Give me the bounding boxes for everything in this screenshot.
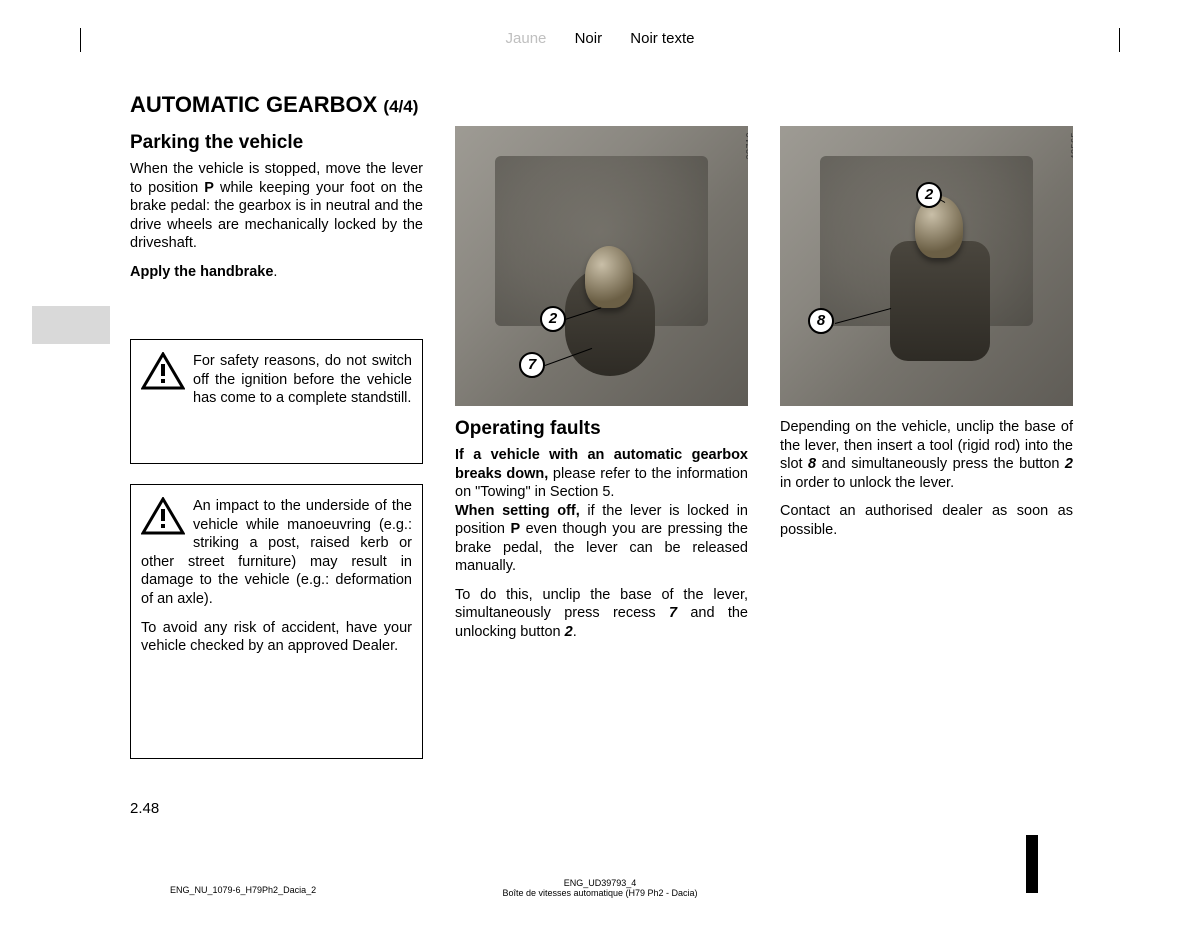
figure-1: 39710 2 7 bbox=[455, 126, 748, 406]
callout-7: 7 bbox=[519, 352, 545, 378]
column-3: 40565 2 8 Depending on the vehicle, uncl… bbox=[780, 126, 1073, 759]
tab-noir: Noir bbox=[575, 30, 603, 47]
header-tabs: Jaune Noir Noir texte bbox=[0, 30, 1200, 47]
body-faults: If a vehicle with an automatic gearbox b… bbox=[455, 446, 748, 641]
page-number: 2.48 bbox=[130, 800, 159, 817]
footer-center: ENG_UD39793_4 Boîte de vitesses automati… bbox=[0, 878, 1200, 898]
callout-8: 8 bbox=[808, 308, 834, 334]
column-1: Parking the vehicle When the vehicle is … bbox=[130, 126, 423, 759]
body-col3: Depending on the vehicle, unclip the bas… bbox=[780, 418, 1073, 539]
callout-2: 2 bbox=[916, 182, 942, 208]
tab-jaune: Jaune bbox=[506, 30, 547, 47]
register-mark bbox=[1026, 835, 1038, 893]
page-content: AUTOMATIC GEARBOX (4/4) Parking the vehi… bbox=[130, 92, 1074, 812]
side-thumb-tab bbox=[32, 306, 110, 344]
title-sub: (4/4) bbox=[383, 97, 418, 116]
callout-2: 2 bbox=[540, 306, 566, 332]
warning-icon bbox=[141, 352, 185, 390]
warning-box-1: For safety reasons, do not switch off th… bbox=[130, 339, 423, 464]
page-title: AUTOMATIC GEARBOX (4/4) bbox=[130, 92, 1074, 118]
warning-box-2: An impact to the underside of the vehicl… bbox=[130, 484, 423, 759]
title-main: AUTOMATIC GEARBOX bbox=[130, 92, 383, 117]
column-2: 39710 2 7 Operating faults If a vehicle … bbox=[455, 126, 748, 759]
figure-2: 40565 2 8 bbox=[780, 126, 1073, 406]
heading-parking: Parking the vehicle bbox=[130, 132, 423, 154]
image-id: 40565 bbox=[1070, 132, 1073, 160]
warning-icon bbox=[141, 497, 185, 535]
body-parking: When the vehicle is stopped, move the le… bbox=[130, 160, 423, 281]
tab-noir-texte: Noir texte bbox=[630, 30, 694, 47]
heading-faults: Operating faults bbox=[455, 418, 748, 440]
image-id: 39710 bbox=[745, 132, 748, 160]
